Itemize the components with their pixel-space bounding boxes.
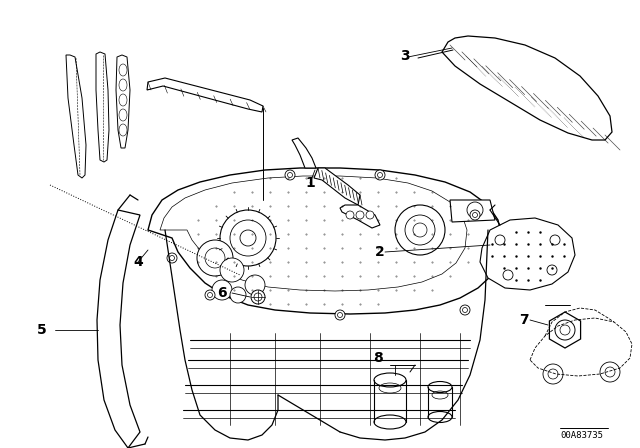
Circle shape — [254, 293, 262, 301]
Circle shape — [470, 210, 480, 220]
Circle shape — [366, 211, 374, 219]
Polygon shape — [160, 176, 467, 291]
Polygon shape — [66, 55, 86, 178]
Polygon shape — [549, 312, 580, 348]
Circle shape — [395, 205, 445, 255]
Polygon shape — [442, 36, 612, 140]
Circle shape — [285, 170, 295, 180]
Polygon shape — [480, 218, 575, 290]
Circle shape — [460, 305, 470, 315]
Circle shape — [485, 255, 495, 265]
Polygon shape — [97, 210, 140, 448]
Circle shape — [167, 253, 177, 263]
Circle shape — [287, 172, 292, 177]
Text: 6: 6 — [217, 286, 227, 300]
Circle shape — [335, 310, 345, 320]
Circle shape — [463, 307, 467, 313]
Polygon shape — [450, 200, 495, 222]
Text: 1: 1 — [305, 176, 315, 190]
Circle shape — [337, 313, 342, 318]
Circle shape — [212, 280, 232, 300]
Ellipse shape — [428, 382, 452, 392]
Circle shape — [488, 258, 493, 263]
Circle shape — [495, 235, 505, 245]
Circle shape — [378, 172, 383, 177]
Circle shape — [197, 240, 233, 276]
Circle shape — [550, 235, 560, 245]
Circle shape — [220, 210, 276, 266]
Circle shape — [503, 270, 513, 280]
Polygon shape — [148, 168, 502, 314]
Text: 2: 2 — [375, 245, 385, 259]
Circle shape — [346, 211, 354, 219]
Text: 8: 8 — [373, 351, 383, 365]
Polygon shape — [96, 52, 109, 162]
Circle shape — [251, 290, 265, 304]
Text: 7: 7 — [519, 313, 529, 327]
Text: 3: 3 — [400, 49, 410, 63]
Circle shape — [205, 290, 215, 300]
Circle shape — [230, 287, 246, 303]
Text: 5: 5 — [37, 323, 47, 337]
Text: 4: 4 — [133, 255, 143, 269]
Polygon shape — [340, 205, 380, 228]
Ellipse shape — [428, 412, 452, 422]
Text: 00A83735: 00A83735 — [561, 431, 604, 439]
Polygon shape — [292, 138, 316, 168]
Circle shape — [356, 211, 364, 219]
Circle shape — [245, 275, 265, 295]
Circle shape — [547, 265, 557, 275]
Circle shape — [472, 212, 477, 217]
Circle shape — [375, 170, 385, 180]
Ellipse shape — [374, 373, 406, 387]
Circle shape — [170, 255, 175, 260]
Polygon shape — [116, 55, 130, 148]
Polygon shape — [147, 78, 263, 112]
Circle shape — [207, 293, 212, 297]
Circle shape — [220, 258, 244, 282]
Ellipse shape — [374, 415, 406, 429]
Polygon shape — [314, 168, 360, 205]
